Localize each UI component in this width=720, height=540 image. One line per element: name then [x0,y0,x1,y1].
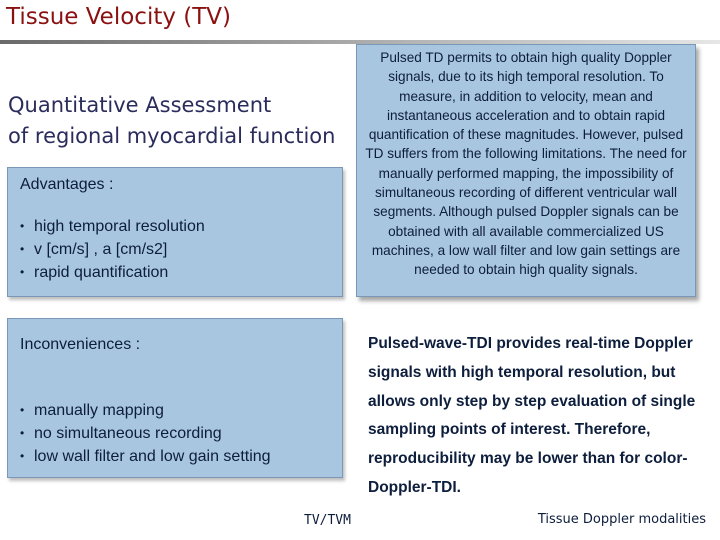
inconveniences-list: manually mapping no simultaneous recordi… [20,399,271,468]
header-band: Tissue Velocity (TV) [0,0,720,44]
footer-right-label: Tissue Doppler modalities [537,512,706,527]
list-item: rapid quantification [20,261,205,284]
inconveniences-title: Inconveniences : [20,336,141,353]
subtitle-line-2: of regional myocardial function [8,124,336,148]
slide-subtitle: Quantitative Assessment of regional myoc… [8,90,353,152]
footer-left-label: TV/TVM [304,513,351,528]
list-item: high temporal resolution [20,215,205,238]
list-item: manually mapping [20,399,271,422]
list-item: low wall filter and low gain setting [20,445,271,468]
list-item: v [cm/s] , a [cm/s2] [20,238,205,261]
advantages-title: Advantages : [20,176,114,193]
list-item: no simultaneous recording [20,422,271,445]
advantages-list: high temporal resolution v [cm/s] , a [c… [20,215,205,284]
header-rule [0,40,720,44]
advantages-box: Advantages : high temporal resolution v … [7,167,343,297]
pulsed-td-description-box: Pulsed TD permits to obtain high quality… [356,44,696,297]
pulsed-wave-tdi-text: Pulsed-wave-TDI provides real-time Doppl… [368,335,696,496]
subtitle-line-1: Quantitative Assessment [8,93,272,117]
slide-title: Tissue Velocity (TV) [6,4,232,30]
inconveniences-box: Inconveniences : manually mapping no sim… [7,318,343,478]
